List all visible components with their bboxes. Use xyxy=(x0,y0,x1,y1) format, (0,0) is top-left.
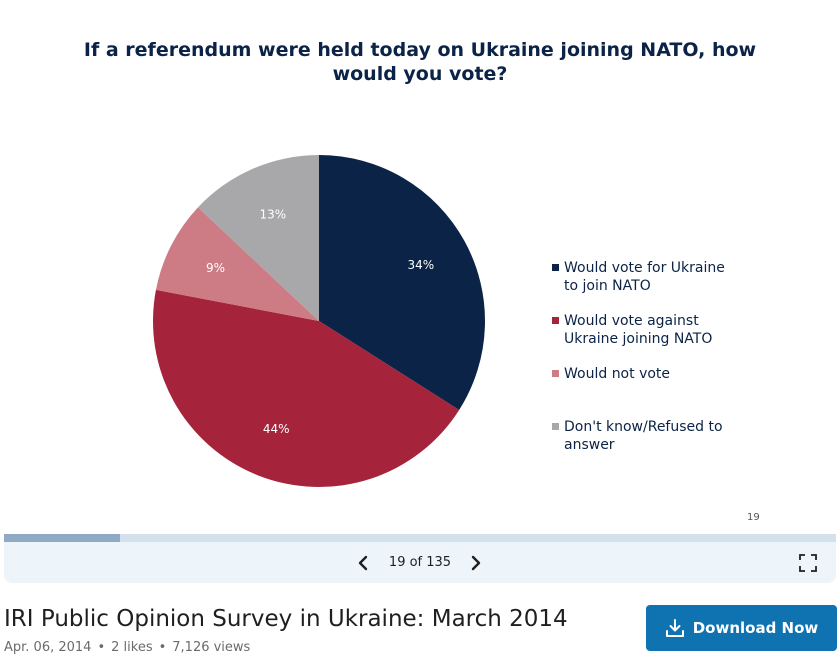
meta-separator: • xyxy=(97,640,106,655)
progress-bar[interactable] xyxy=(4,534,836,542)
slide: If a referendum were held today on Ukrai… xyxy=(4,0,836,534)
slide-number: 19 xyxy=(747,512,760,523)
document-title: IRI Public Opinion Survey in Ukraine: Ma… xyxy=(4,606,568,632)
legend-swatch-for xyxy=(552,264,559,271)
slide-title: If a referendum were held today on Ukrai… xyxy=(4,38,836,86)
pie-label-dont-know: 13% xyxy=(260,207,287,221)
next-slide-button[interactable] xyxy=(467,554,485,572)
download-icon xyxy=(665,619,684,637)
chart-legend: Would vote for Ukraine to join NATO Woul… xyxy=(552,259,772,454)
fullscreen-icon xyxy=(799,554,817,572)
legend-item-against: Would vote against Ukraine joining NATO xyxy=(552,312,772,348)
download-button-label: Download Now xyxy=(692,619,819,637)
legend-item-for: Would vote for Ukraine to join NATO xyxy=(552,259,772,295)
viewer-controls: 19 of 135 xyxy=(4,542,836,583)
pie-slice-not-vote xyxy=(155,207,319,321)
progress-fill xyxy=(4,534,121,542)
legend-swatch-against xyxy=(552,317,559,324)
legend-item-not-vote: Would not vote xyxy=(552,365,772,383)
legend-label-for-line-2: to join NATO xyxy=(564,278,651,294)
legend-label-against-line-2: Ukraine joining NATO xyxy=(564,331,713,347)
slide-title-line-2: would you vote? xyxy=(332,63,508,85)
prev-slide-button[interactable] xyxy=(354,554,372,572)
page-indicator: 19 of 135 xyxy=(388,555,452,570)
legend-swatch-dont-know xyxy=(552,423,559,430)
pie-label-for: 34% xyxy=(407,258,434,272)
document-views: 7,126 views xyxy=(172,640,251,655)
legend-label-against-line-1: Would vote against xyxy=(564,313,699,329)
pie-label-not-vote: 9% xyxy=(206,261,225,275)
legend-label-dont-know-line-1: Don't know/Refused to xyxy=(564,419,723,435)
chevron-left-icon xyxy=(358,555,368,571)
pie-slice-dont-know xyxy=(197,155,319,321)
document-likes[interactable]: 2 likes xyxy=(111,640,153,655)
legend-label-not-vote: Would not vote xyxy=(564,366,671,382)
fullscreen-button[interactable] xyxy=(799,554,817,572)
chevron-right-icon xyxy=(471,555,481,571)
pie-slice-for xyxy=(319,155,485,410)
document-meta: Apr. 06, 2014 • 2 likes • 7,126 views xyxy=(4,640,250,655)
legend-item-dont-know: Don't know/Refused to answer xyxy=(552,418,772,454)
pie-chart: 34% 44% 9% 13% xyxy=(152,155,485,487)
slide-title-line-1: If a referendum were held today on Ukrai… xyxy=(83,39,757,61)
pie-label-against: 44% xyxy=(263,422,290,436)
legend-swatch-not-vote xyxy=(552,370,559,377)
document-date: Apr. 06, 2014 xyxy=(4,640,92,655)
pie-slice-against xyxy=(152,289,460,487)
legend-label-for-line-1: Would vote for Ukraine xyxy=(564,260,725,276)
download-button[interactable]: Download Now xyxy=(646,605,837,651)
meta-separator: • xyxy=(158,640,167,655)
legend-label-dont-know-line-2: answer xyxy=(564,437,615,453)
